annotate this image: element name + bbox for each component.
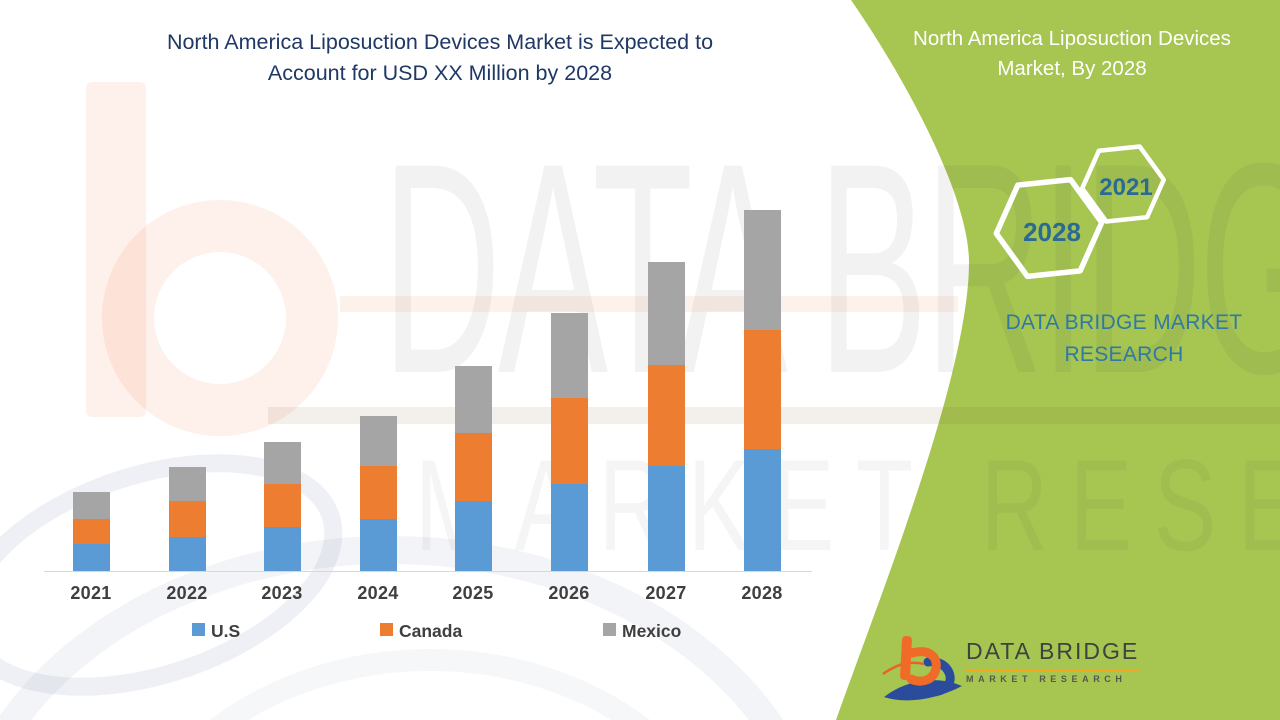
- bar-segment-us-2021: [72, 544, 110, 571]
- bar-segment-mexico-2022: [168, 467, 206, 501]
- logo-orange-bowl: [906, 647, 941, 686]
- bar-2024: [359, 416, 397, 571]
- x-axis-label-2021: 2021: [70, 583, 112, 603]
- stacked-bar-chart: 2021 2022 2023 2024 2025 2026 2027 2028 U.S Canad…: [44, 210, 812, 641]
- bar-2025: [454, 366, 492, 571]
- green-panel-shape: [836, 0, 1280, 720]
- logo-orange-stem: [900, 635, 912, 681]
- bar-segment-canada-2024: [359, 466, 397, 519]
- chart-title-line1: North America Liposuction Devices Market…: [166, 30, 714, 54]
- bar-segment-canada-2025: [454, 433, 492, 501]
- bar-segment-canada-2021: [72, 519, 110, 544]
- bar-segment-canada-2027: [647, 365, 685, 466]
- brand-text-line2: RESEARCH: [1064, 343, 1184, 366]
- hexagon-2021-label: 2021: [1099, 174, 1152, 201]
- bar-segment-mexico-2026: [550, 313, 588, 398]
- right-panel-title-line2: Market, By 2028: [997, 57, 1147, 80]
- watermark-b-stem: [86, 82, 146, 417]
- bar-segment-us-2024: [359, 519, 397, 571]
- bar-segment-mexico-2027: [647, 262, 685, 365]
- bar-segment-us-2023: [263, 527, 301, 571]
- bar-segment-mexico-2025: [454, 366, 492, 433]
- bar-2027: [647, 262, 685, 571]
- bar-segment-canada-2028: [743, 330, 781, 449]
- brand-text-line1: DATA BRIDGE MARKET: [1005, 311, 1243, 334]
- hexagon-2028-label: 2028: [1023, 217, 1081, 247]
- right-panel-title-line1: North America Liposuction Devices: [913, 27, 1231, 50]
- bar-segment-canada-2023: [263, 484, 301, 527]
- brand-text: DATA BRIDGE MARKET RESEARCH: [948, 307, 1280, 371]
- bar-segment-us-2025: [454, 501, 492, 571]
- legend-swatch-canada: [380, 623, 393, 636]
- bar-2022: [168, 467, 206, 571]
- x-axis-line: [44, 571, 812, 572]
- bar-segment-us-2027: [647, 466, 685, 571]
- watermark-b-bowl: [102, 200, 338, 436]
- bar-segment-us-2022: [168, 537, 206, 571]
- bar-segment-mexico-2023: [263, 442, 301, 484]
- legend-swatch-us: [192, 623, 205, 636]
- watermark-swoosh-ring-small: [209, 649, 651, 720]
- x-axis-label-2027: 2027: [645, 583, 687, 603]
- legend-swatch-mexico: [603, 623, 616, 636]
- bar-segment-mexico-2024: [359, 416, 397, 466]
- chart-title: North America Liposuction Devices Market…: [58, 27, 822, 89]
- footer-logo-tagline: MARKET RESEARCH: [966, 674, 1127, 684]
- legend-label-us: U.S: [211, 621, 241, 641]
- bar-segment-mexico-2021: [72, 492, 110, 519]
- bar-2028: [743, 210, 781, 571]
- x-axis-label-2025: 2025: [452, 583, 494, 603]
- footer-logo-name: DATA BRIDGE: [966, 638, 1140, 671]
- hexagon-2028: [993, 176, 1105, 280]
- x-axis-label-2026: 2026: [548, 583, 590, 603]
- legend-label-mexico: Mexico: [622, 621, 682, 641]
- hexagon-2021: [1079, 144, 1167, 224]
- x-axis-label-2022: 2022: [166, 583, 208, 603]
- x-axis-label-2028: 2028: [741, 583, 783, 603]
- bar-2021: [72, 492, 110, 571]
- bar-segment-us-2026: [550, 484, 588, 571]
- x-axis-label-2023: 2023: [261, 583, 303, 603]
- footer-logo-text: DATA BRIDGE MARKET RESEARCH: [966, 638, 1140, 684]
- chart-title-line2: Account for USD XX Million by 2028: [267, 61, 613, 85]
- bar-segment-canada-2026: [550, 398, 588, 484]
- watermark-blue-swoosh: [0, 454, 343, 696]
- right-panel-title: North America Liposuction Devices Market…: [872, 24, 1272, 84]
- bar-2023: [263, 442, 301, 571]
- x-axis-label-2024: 2024: [357, 583, 399, 603]
- bar-2026: [550, 313, 588, 571]
- bar-segment-us-2028: [743, 449, 781, 571]
- bar-segment-canada-2022: [168, 501, 206, 537]
- legend-label-canada: Canada: [399, 621, 463, 641]
- bar-segment-mexico-2028: [743, 210, 781, 330]
